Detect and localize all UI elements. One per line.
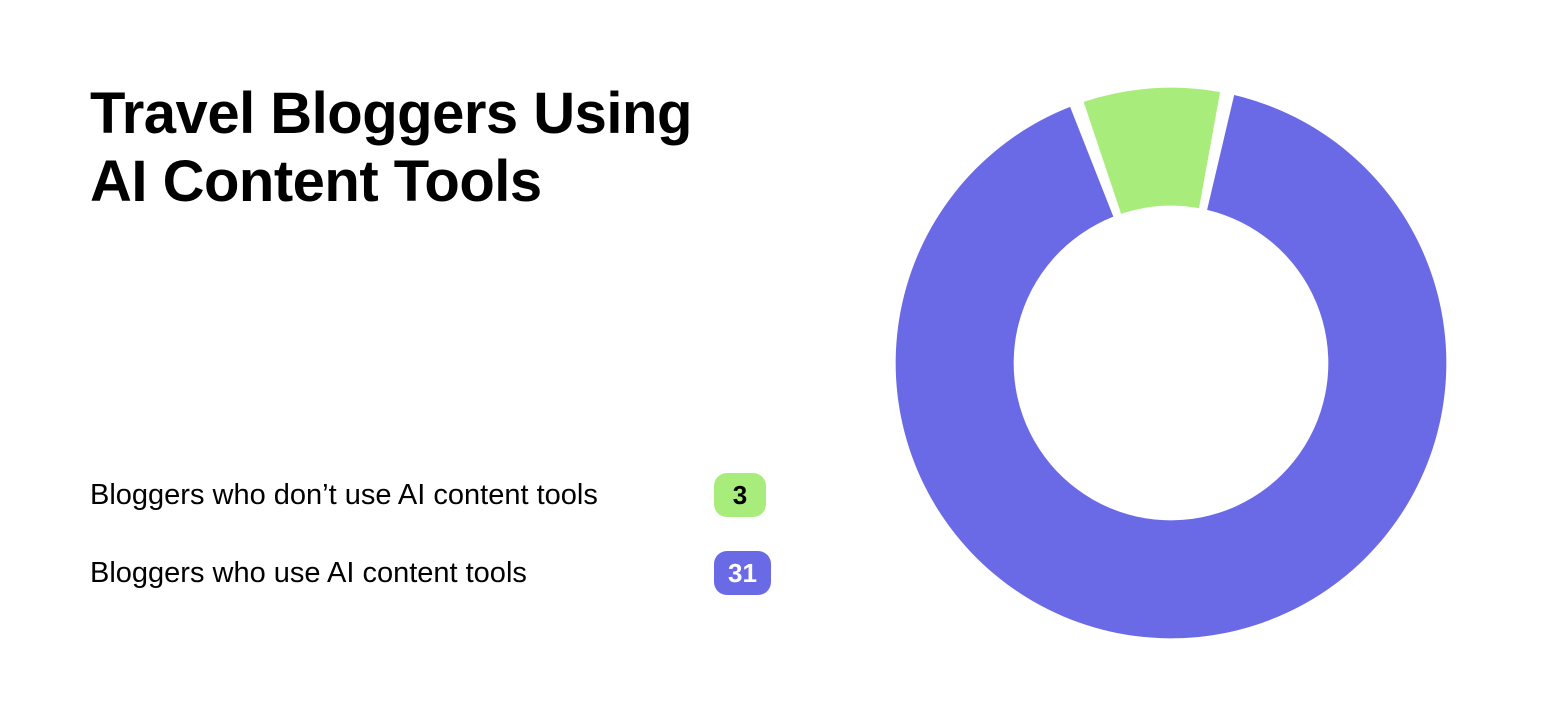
legend-badge-use-ai: 31 bbox=[714, 551, 771, 595]
title-line-1: Travel Bloggers Using bbox=[90, 81, 692, 146]
right-panel bbox=[876, 70, 1486, 655]
chart-container: Travel Bloggers Using AI Content Tools B… bbox=[0, 0, 1566, 715]
legend: Bloggers who don’t use AI content tools … bbox=[90, 473, 876, 595]
title-line-2: AI Content Tools bbox=[90, 149, 542, 214]
left-panel: Travel Bloggers Using AI Content Tools B… bbox=[90, 70, 876, 655]
legend-label-no-ai: Bloggers who don’t use AI content tools bbox=[90, 479, 690, 512]
legend-label-use-ai: Bloggers who use AI content tools bbox=[90, 557, 690, 590]
donut-svg bbox=[876, 68, 1466, 658]
legend-row-use-ai: Bloggers who use AI content tools 31 bbox=[90, 551, 876, 595]
chart-title: Travel Bloggers Using AI Content Tools bbox=[90, 80, 876, 217]
legend-row-no-ai: Bloggers who don’t use AI content tools … bbox=[90, 473, 876, 517]
legend-badge-no-ai: 3 bbox=[714, 473, 766, 517]
donut-chart bbox=[876, 68, 1466, 658]
